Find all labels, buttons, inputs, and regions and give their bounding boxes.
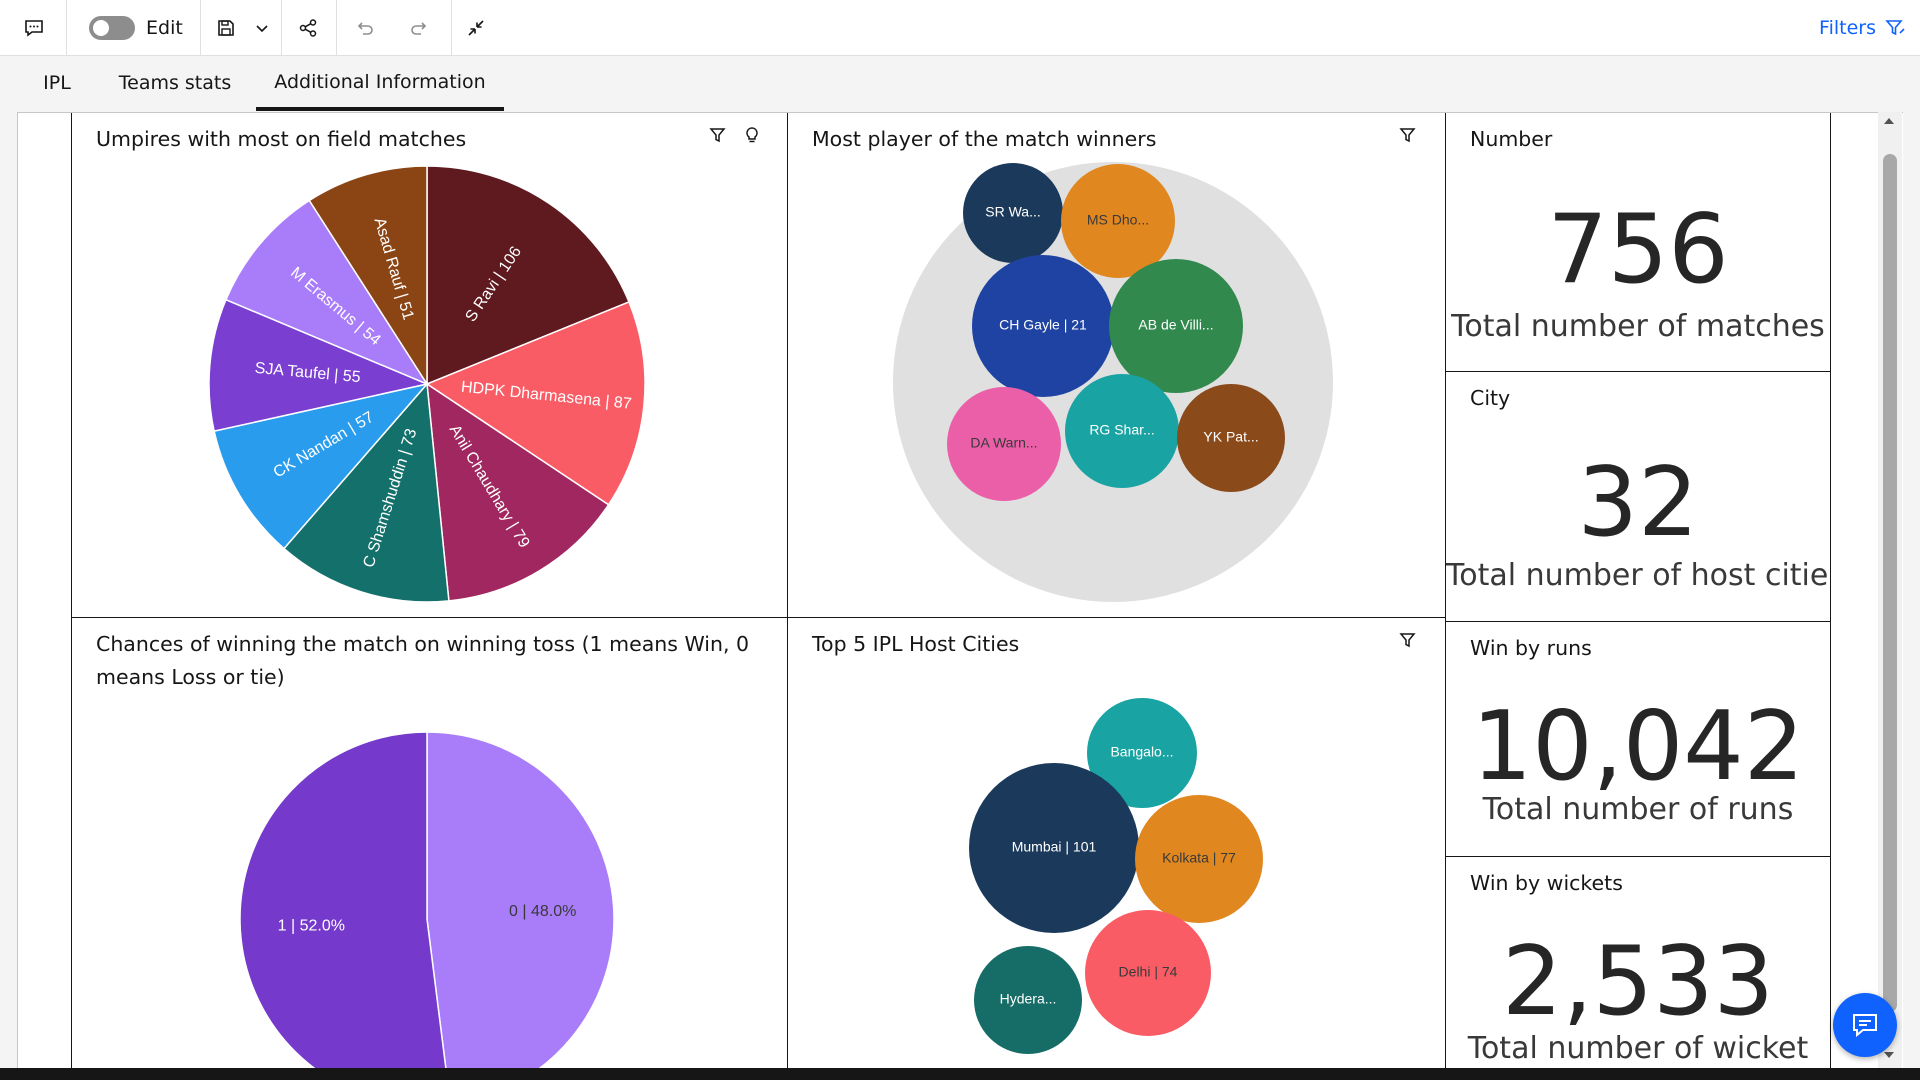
- scrollbar-thumb[interactable]: [1883, 154, 1897, 1012]
- kpi-label: Total number of wicket: [1467, 1031, 1809, 1066]
- kpi-number: Number 756 Total number of matches: [1446, 113, 1831, 372]
- bubble-label: SR Wa...: [985, 204, 1041, 220]
- potm-bubble-chart: SR Wa... MS Dho... CH Gayle | 21 AB de Vill…: [893, 162, 1333, 602]
- bubble[interactable]: [1085, 910, 1211, 1036]
- panel-title-cities: Top 5 IPL Host Cities: [812, 632, 1020, 656]
- filters-label[interactable]: Filters: [1819, 16, 1876, 39]
- filter-icon[interactable]: [706, 123, 730, 147]
- panel-umpires: Umpires with most on field matches S Rav…: [71, 113, 788, 618]
- panel-host-cities: Top 5 IPL Host Cities Bangalo... Mumbai |…: [788, 618, 1446, 1069]
- redo-icon[interactable]: [400, 0, 438, 55]
- bubble[interactable]: [969, 763, 1139, 933]
- pie-slice[interactable]: [224, 199, 429, 386]
- pie-slice[interactable]: [426, 165, 630, 386]
- share-icon[interactable]: [290, 0, 326, 55]
- pie-slice[interactable]: [426, 731, 615, 1069]
- scroll-up-icon[interactable]: [1884, 118, 1894, 124]
- bubble[interactable]: [972, 255, 1114, 397]
- pie-slice[interactable]: [282, 382, 450, 603]
- scroll-down-icon[interactable]: [1884, 1052, 1894, 1058]
- toolbar: Edit Filters: [0, 0, 1920, 56]
- bubble[interactable]: [1177, 384, 1285, 492]
- kpi-value: 10,042: [1471, 692, 1805, 802]
- save-icon[interactable]: [210, 0, 242, 55]
- filter-icon[interactable]: [1880, 0, 1910, 55]
- bubble-label: Kolkata | 77: [1162, 850, 1236, 866]
- edit-label: Edit: [146, 16, 183, 39]
- bubble-label: MS Dho...: [1087, 212, 1149, 228]
- filter-icon[interactable]: [1396, 628, 1420, 652]
- kpi-title: City: [1470, 386, 1511, 410]
- tab-teams-stats[interactable]: Teams stats: [118, 71, 232, 94]
- pie-slice[interactable]: [425, 301, 646, 506]
- panel-title-umpires: Umpires with most on field matches: [96, 127, 467, 151]
- undo-icon[interactable]: [346, 0, 384, 55]
- comment-icon[interactable]: [14, 0, 54, 55]
- kpi-value: 32: [1577, 448, 1699, 558]
- bubble-label: AB de Villi...: [1138, 317, 1213, 333]
- tab-ipl[interactable]: IPL: [43, 71, 71, 94]
- bubble-label: YK Pat...: [1203, 429, 1258, 445]
- bubble[interactable]: [963, 163, 1063, 263]
- chat-icon: [1853, 1014, 1877, 1038]
- bubble-label: Mumbai | 101: [1012, 839, 1097, 855]
- chat-assistant-button[interactable]: [1833, 993, 1897, 1057]
- kpi-title: Number: [1470, 127, 1553, 151]
- pie-slice[interactable]: [208, 298, 430, 433]
- pie-slice-label: 1 | 52.0%: [278, 917, 345, 934]
- bubble-label: Hydera...: [1000, 991, 1057, 1007]
- bubble[interactable]: [974, 946, 1082, 1054]
- collapse-icon[interactable]: [456, 0, 496, 55]
- bubble[interactable]: [1135, 795, 1263, 923]
- kpi-win-by-runs: Win by runs 10,042 Total number of runs: [1446, 622, 1831, 857]
- bubble-label: Delhi | 74: [1119, 964, 1178, 980]
- kpi-win-by-wickets: Win by wickets 2,533 Total number of wic…: [1446, 857, 1831, 1069]
- vertical-scrollbar[interactable]: [1878, 112, 1902, 1068]
- cities-bubble-chart: Bangalo... Mumbai | 101 Kolkata | 77 Delhi …: [969, 698, 1263, 1054]
- kpi-value: 756: [1547, 195, 1729, 305]
- bubble-label: Bangalo...: [1110, 744, 1173, 760]
- filter-icon[interactable]: [1396, 123, 1420, 147]
- panel-title-potm: Most player of the match winners: [812, 127, 1157, 151]
- tab-additional-information[interactable]: Additional Information: [256, 56, 504, 111]
- kpi-label: Total number of host cities: [1446, 558, 1831, 593]
- lightbulb-icon[interactable]: [740, 123, 764, 147]
- kpi-title: Win by runs: [1470, 636, 1592, 660]
- bubble-label: CH Gayle | 21: [999, 317, 1087, 333]
- kpi-value: 2,533: [1502, 927, 1774, 1037]
- panel-toss: Chances of winning the match on winning …: [71, 618, 788, 1069]
- panel-title-toss-1: Chances of winning the match on winning …: [96, 632, 750, 656]
- dashboard-canvas: Umpires with most on field matches S Rav…: [17, 112, 1903, 1069]
- pie-slice[interactable]: [308, 165, 428, 387]
- chevron-down-icon[interactable]: [248, 0, 276, 55]
- kpi-title: Win by wickets: [1470, 871, 1623, 895]
- bottom-bar: [0, 1068, 1920, 1080]
- bubble[interactable]: [1061, 164, 1175, 278]
- pie-slice-label: 0 | 48.0%: [509, 903, 576, 920]
- bubble[interactable]: [1065, 374, 1179, 488]
- pie-slice[interactable]: [426, 382, 610, 602]
- kpi-label: Total number of matches: [1451, 309, 1825, 344]
- edit-toggle[interactable]: [88, 0, 136, 55]
- tab-bar: IPL Teams stats Additional Information: [0, 56, 1920, 111]
- kpi-city: City 32 Total number of host cities: [1446, 372, 1831, 622]
- toss-pie-chart: 0 | 48.0% 1 | 52.0%: [239, 731, 615, 1069]
- pie-slice[interactable]: [239, 731, 450, 1069]
- panel-player-of-match: Most player of the match winners SR Wa..…: [788, 113, 1446, 618]
- bubble-label: DA Warn...: [970, 435, 1037, 451]
- bubble[interactable]: [1109, 259, 1243, 393]
- kpi-label: Total number of runs: [1482, 792, 1794, 827]
- bubble[interactable]: [1087, 698, 1197, 808]
- pie-slice[interactable]: [213, 382, 430, 550]
- panel-title-toss-2: means Loss or tie): [96, 665, 285, 689]
- bubble[interactable]: [947, 387, 1061, 501]
- bubble-label: RG Shar...: [1089, 422, 1154, 438]
